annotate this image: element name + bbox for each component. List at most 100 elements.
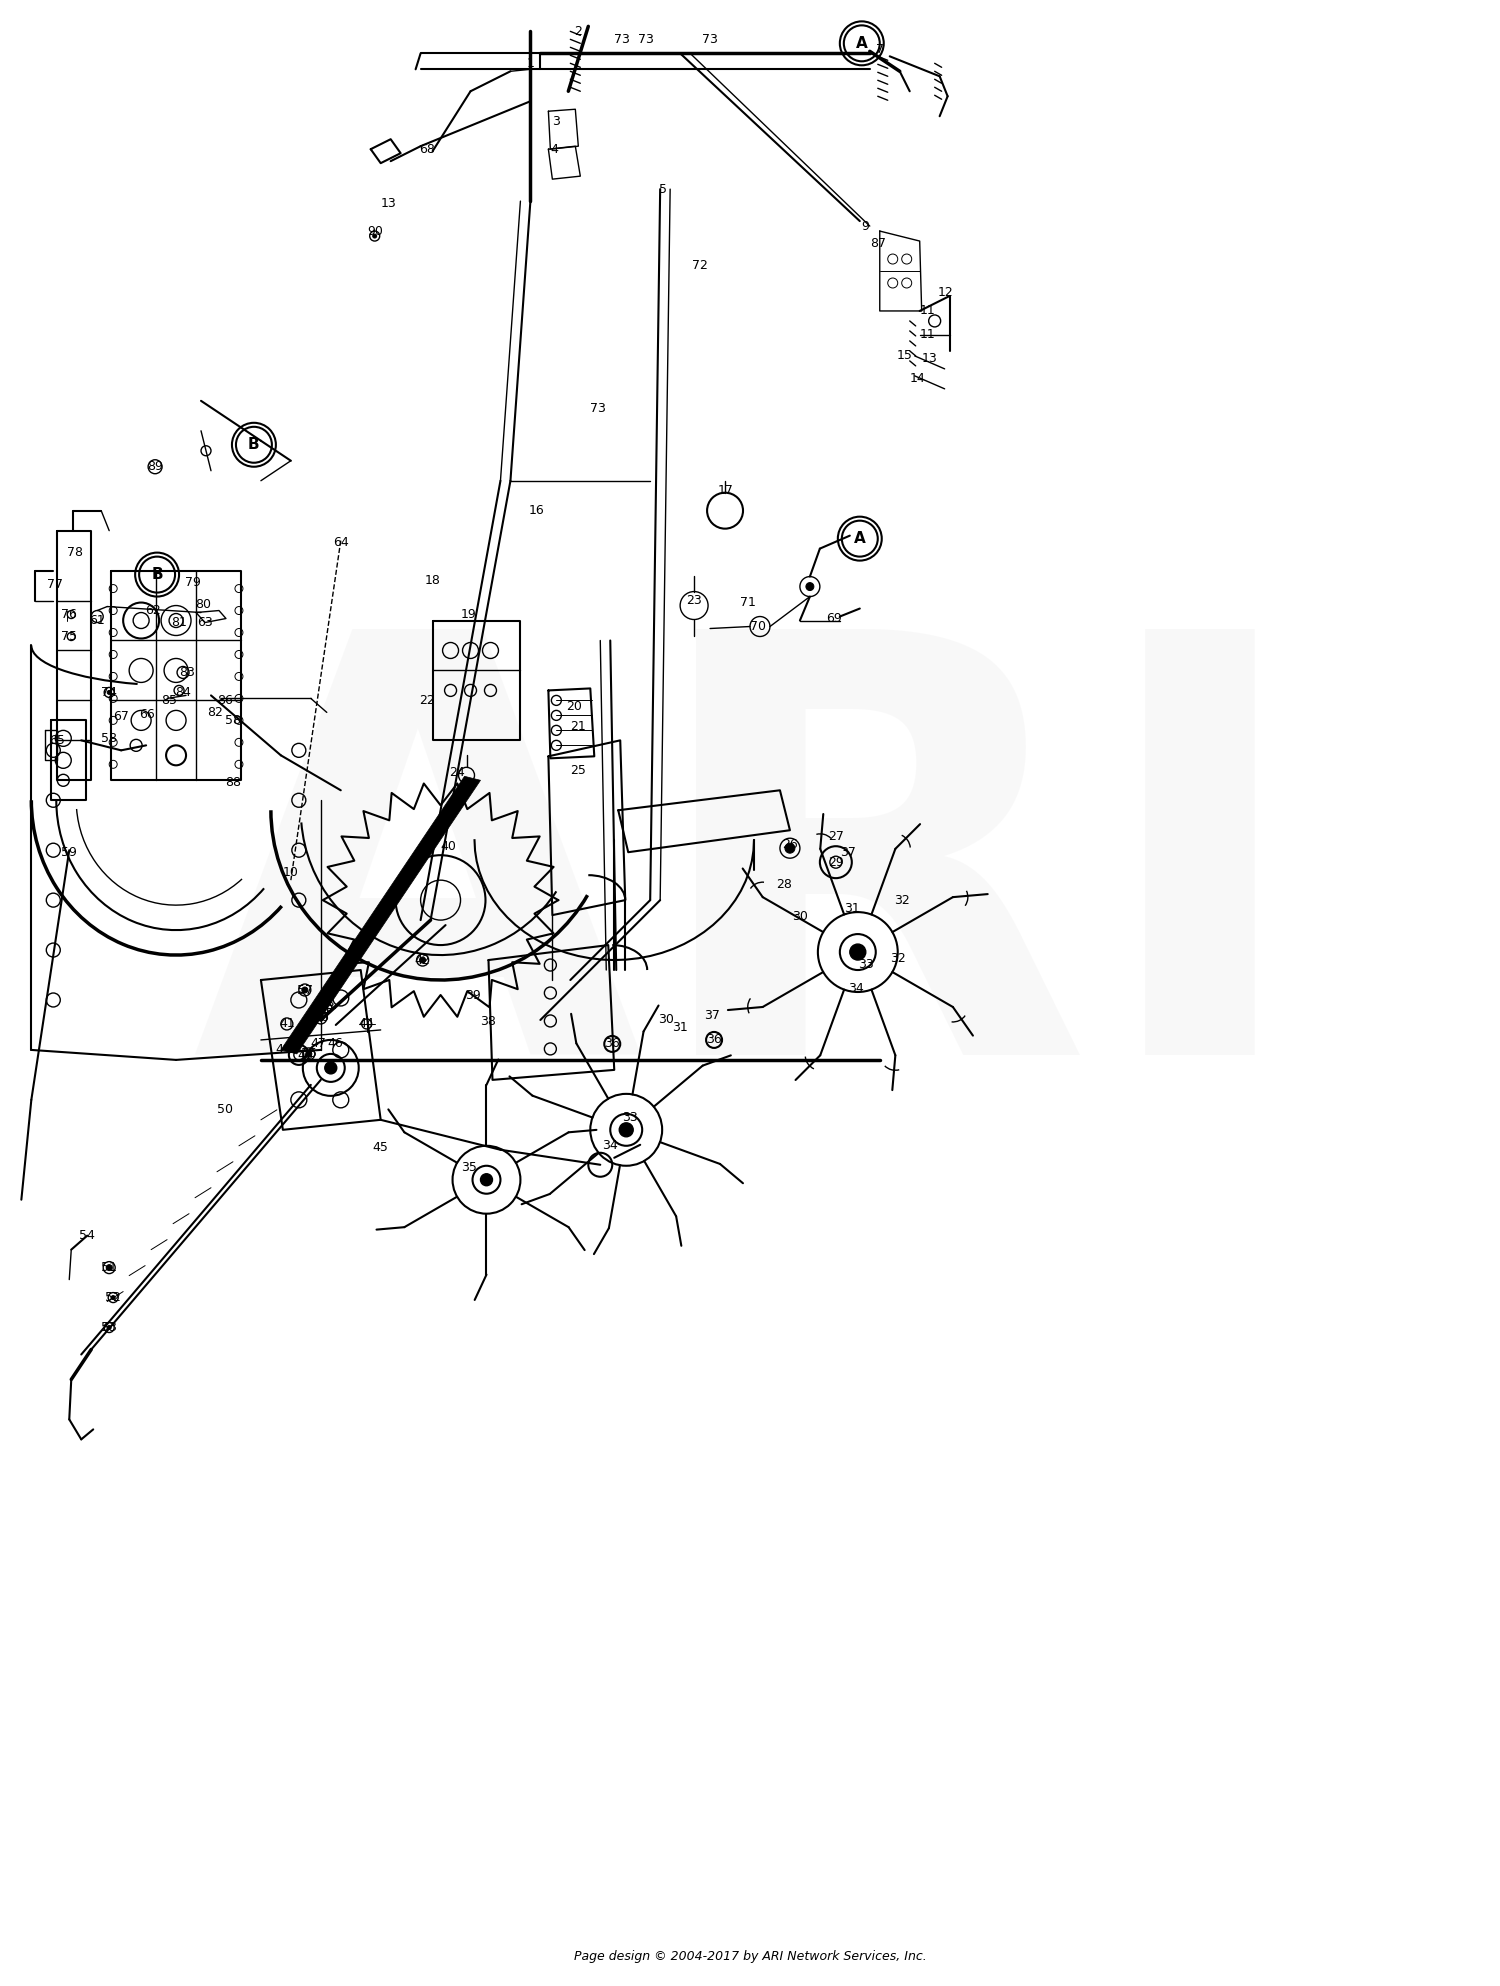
Text: 86: 86 xyxy=(217,693,232,707)
Text: 71: 71 xyxy=(740,596,756,610)
Text: 84: 84 xyxy=(176,685,190,699)
Text: 41: 41 xyxy=(279,1017,294,1031)
Text: 54: 54 xyxy=(80,1229,94,1241)
Text: 11: 11 xyxy=(920,328,936,342)
Text: 55: 55 xyxy=(302,1047,316,1061)
Text: 57: 57 xyxy=(297,983,314,997)
Text: 30: 30 xyxy=(792,910,808,923)
Text: 2: 2 xyxy=(574,26,582,38)
Circle shape xyxy=(806,582,814,590)
Text: 37: 37 xyxy=(840,846,856,858)
Text: 22: 22 xyxy=(419,693,435,707)
Circle shape xyxy=(106,1265,112,1271)
Text: 17: 17 xyxy=(718,485,734,496)
Text: 40: 40 xyxy=(441,840,456,852)
Circle shape xyxy=(306,1051,312,1057)
Circle shape xyxy=(302,987,307,993)
Text: 80: 80 xyxy=(195,598,211,612)
Text: 32: 32 xyxy=(890,951,906,965)
Text: 25: 25 xyxy=(570,765,586,777)
Circle shape xyxy=(111,1295,116,1299)
Text: 13: 13 xyxy=(922,352,938,365)
Text: 73: 73 xyxy=(591,403,606,415)
Text: 10: 10 xyxy=(284,866,298,878)
Text: 31: 31 xyxy=(844,902,859,916)
Text: 26: 26 xyxy=(782,838,798,850)
Text: 19: 19 xyxy=(460,608,477,622)
Text: 52: 52 xyxy=(105,1291,122,1305)
Text: 7: 7 xyxy=(876,44,884,56)
Text: 37: 37 xyxy=(704,1009,720,1023)
Text: 34: 34 xyxy=(847,981,864,995)
Text: 42: 42 xyxy=(414,953,430,967)
Text: 24: 24 xyxy=(448,767,465,779)
Text: 38: 38 xyxy=(480,1015,496,1029)
Text: 36: 36 xyxy=(706,1033,722,1047)
Text: B: B xyxy=(248,437,259,453)
Text: 29: 29 xyxy=(828,856,843,868)
Polygon shape xyxy=(280,777,480,1055)
Text: 27: 27 xyxy=(828,830,844,842)
Text: 47: 47 xyxy=(310,1037,327,1051)
Text: 51: 51 xyxy=(102,1261,117,1275)
Circle shape xyxy=(106,1325,111,1329)
Text: 83: 83 xyxy=(178,665,195,679)
Text: 81: 81 xyxy=(171,616,188,630)
Text: 16: 16 xyxy=(528,504,544,516)
Text: 75: 75 xyxy=(62,630,78,643)
Circle shape xyxy=(106,691,111,695)
Text: 20: 20 xyxy=(567,699,582,713)
Text: 74: 74 xyxy=(102,685,117,699)
Circle shape xyxy=(480,1174,492,1186)
Text: 43: 43 xyxy=(320,1001,334,1015)
Text: 12: 12 xyxy=(938,286,954,300)
Text: 5: 5 xyxy=(658,183,668,197)
Text: B: B xyxy=(152,568,164,582)
Text: 69: 69 xyxy=(827,612,842,626)
Text: 73: 73 xyxy=(702,34,718,46)
Text: 78: 78 xyxy=(68,546,84,560)
Text: 3: 3 xyxy=(552,115,561,127)
Text: 11: 11 xyxy=(920,304,936,318)
Circle shape xyxy=(420,957,426,963)
Text: 21: 21 xyxy=(570,719,586,733)
Text: 65: 65 xyxy=(50,735,64,747)
Text: 34: 34 xyxy=(603,1140,618,1152)
Text: 44: 44 xyxy=(358,1017,375,1031)
Text: 63: 63 xyxy=(196,616,213,630)
Circle shape xyxy=(318,1015,324,1021)
Text: 53: 53 xyxy=(102,1321,117,1335)
Text: 28: 28 xyxy=(776,878,792,890)
Text: 48: 48 xyxy=(297,1049,314,1063)
Text: 73: 73 xyxy=(615,34,630,46)
Text: 72: 72 xyxy=(692,258,708,272)
Text: 32: 32 xyxy=(894,894,909,908)
Text: 23: 23 xyxy=(686,594,702,608)
Text: A: A xyxy=(856,36,867,52)
Text: 4: 4 xyxy=(550,143,558,155)
Text: 1: 1 xyxy=(526,58,534,70)
Text: 14: 14 xyxy=(910,371,926,385)
Text: 64: 64 xyxy=(333,536,348,550)
Text: 58: 58 xyxy=(100,733,117,745)
Text: 36: 36 xyxy=(604,1037,619,1051)
Text: 58: 58 xyxy=(225,713,242,727)
Text: 13: 13 xyxy=(381,197,396,211)
Text: 61: 61 xyxy=(90,614,105,628)
Text: 89: 89 xyxy=(147,461,164,473)
Text: 50: 50 xyxy=(217,1104,232,1116)
Text: 87: 87 xyxy=(870,236,886,250)
Text: 76: 76 xyxy=(62,608,76,622)
Text: 66: 66 xyxy=(140,707,154,721)
Text: 33: 33 xyxy=(858,957,873,971)
Circle shape xyxy=(850,943,865,959)
Text: 35: 35 xyxy=(460,1162,477,1174)
Text: 56: 56 xyxy=(314,1011,328,1025)
Text: 70: 70 xyxy=(750,620,766,634)
Text: 73: 73 xyxy=(639,34,654,46)
Text: Page design © 2004-2017 by ARI Network Services, Inc.: Page design © 2004-2017 by ARI Network S… xyxy=(573,1950,927,1962)
Circle shape xyxy=(784,844,795,854)
Circle shape xyxy=(620,1122,633,1136)
Text: 30: 30 xyxy=(658,1013,674,1027)
Text: 85: 85 xyxy=(160,693,177,707)
